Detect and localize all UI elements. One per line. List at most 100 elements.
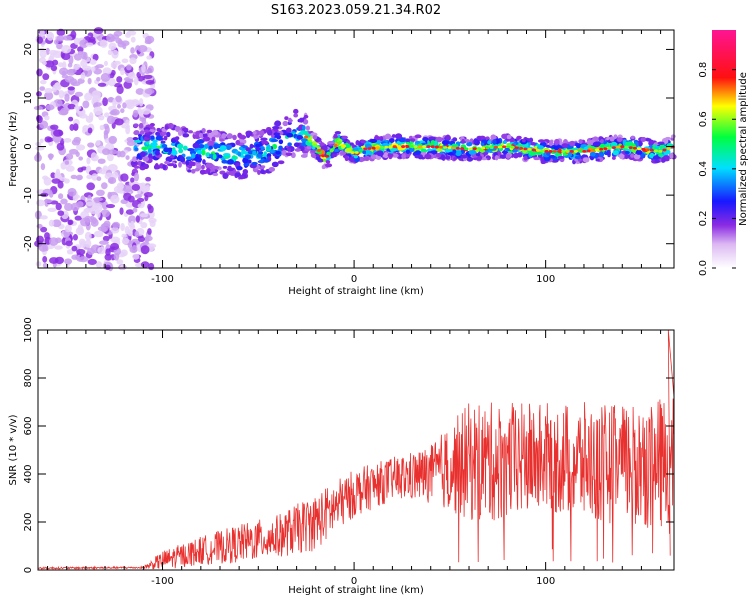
spectrogram-signal-cell <box>178 161 182 168</box>
spectrogram-noise-cell <box>120 108 125 114</box>
spectrogram-noise-cell <box>99 124 105 131</box>
spectrogram-noise-cell <box>126 64 132 71</box>
spectrogram-signal-cell <box>349 156 355 163</box>
spectrogram-noise-cell <box>106 153 114 162</box>
spectrogram-noise-cell <box>135 88 145 95</box>
spectrogram-peak-cell <box>611 146 616 150</box>
spectrogram-peak-cell <box>476 146 481 150</box>
spectrogram-noise-cell <box>49 257 59 264</box>
spectrogram-signal-cell <box>300 154 308 158</box>
spectrogram-signal-cell <box>654 145 660 149</box>
spectrogram-signal-cell <box>206 129 213 134</box>
spectrogram-noise-cell <box>125 119 130 126</box>
spectrogram-signal-cell <box>147 148 152 154</box>
spectrogram-signal-cell <box>487 140 492 145</box>
spectrogram-peak-cell <box>426 145 431 148</box>
spectrogram-signal-cell <box>182 145 188 151</box>
spectrogram-signal-cell <box>537 139 545 143</box>
spectrogram-signal-cell <box>555 152 561 157</box>
spectrogram-noise-cell <box>39 120 49 129</box>
spectrogram-noise-cell <box>70 81 81 87</box>
spectrogram-noise-cell <box>121 124 131 129</box>
spectrogram-signal-cell <box>164 125 169 130</box>
spectrogram-noise-cell <box>61 45 72 54</box>
spectrogram-peak-cell <box>430 145 435 149</box>
spectrogram-noise-cell <box>108 42 117 51</box>
spectrogram-signal-cell <box>422 137 429 142</box>
spectrogram-noise-cell <box>86 182 96 191</box>
spectrogram-noise-cell <box>139 184 147 192</box>
spectrogram-noise-cell <box>87 127 93 134</box>
spectrogram-signal-cell <box>391 134 396 138</box>
spectrogram-noise-cell <box>65 153 74 160</box>
spectrogram-signal-cell <box>263 159 270 163</box>
spectrogram-signal-cell <box>521 138 526 143</box>
spectrogram-noise-cell <box>147 203 152 210</box>
spectrogram-peak-cell <box>569 150 574 153</box>
spectrogram-peak-cell <box>628 146 633 150</box>
spectrogram-signal-cell <box>132 156 137 163</box>
spectrogram-signal-cell <box>475 153 481 157</box>
spectrogram-noise-cell <box>74 105 82 110</box>
figure-title: S163.2023.059.21.34.R02 <box>271 3 441 18</box>
spectrogram-noise-cell <box>79 241 87 248</box>
spectrogram-signal-cell <box>226 167 234 172</box>
spectrogram-noise-cell <box>96 77 101 82</box>
spectrogram-noise-cell <box>129 57 137 65</box>
spectrogram-signal-cell <box>282 120 289 127</box>
spectrogram-noise-cell <box>106 33 115 43</box>
spectrogram-signal-cell <box>661 157 666 163</box>
spectrogram-peak-cell <box>632 146 637 150</box>
spectrogram-signal-cell <box>424 153 432 160</box>
snr-ytick-label: 600 <box>23 416 34 435</box>
spectrogram-signal-cell <box>439 154 446 160</box>
spectrogram-noise-cell <box>53 39 59 45</box>
spectrogram-noise-cell <box>84 231 92 241</box>
spectrogram-noise-cell <box>72 234 78 241</box>
spectrogram-peak-cell <box>637 147 642 151</box>
spectrogram-signal-cell <box>312 140 317 146</box>
spectrogram-signal-cell <box>266 144 271 151</box>
spectrogram-noise-cell <box>38 243 48 252</box>
spectrogram-peak-cell <box>565 150 570 153</box>
spectrogram-noise-cell <box>73 53 82 61</box>
spectrogram-noise-cell <box>39 86 46 91</box>
spectrogram-signal-cell <box>202 133 208 138</box>
spectrogram-noise-cell <box>64 75 75 83</box>
spectrogram-signal-cell <box>161 144 168 148</box>
snr-ytick-label: 400 <box>23 464 34 483</box>
spectrogram-peak-cell <box>464 147 469 151</box>
spectrogram-signal-cell <box>453 156 457 161</box>
spectrogram-signal-cell <box>177 129 183 136</box>
spectrogram-signal-cell <box>179 156 186 163</box>
spectrogram-noise-cell <box>56 35 65 42</box>
spectrogram-signal-cell <box>624 154 629 160</box>
spectrogram-noise-cell <box>49 237 59 246</box>
spectrogram-signal-cell <box>132 137 139 141</box>
spectrogram-signal-cell <box>155 131 160 136</box>
spectrogram-signal-cell <box>287 142 292 147</box>
spectrogram-noise-cell <box>39 28 45 37</box>
spectrogram-peak-cell <box>392 145 397 148</box>
spectrogram-noise-cell <box>133 172 140 182</box>
spectrogram-signal-cell <box>414 134 422 139</box>
spectrogram-noise-cell <box>93 27 104 35</box>
spectrogram-signal-cell <box>501 133 508 139</box>
spectrogram-signal-cell <box>269 149 275 154</box>
spectrogram-noise-cell <box>88 112 94 121</box>
spectrogram-peak-cell <box>409 145 414 148</box>
spectrogram-peak-cell <box>396 145 401 148</box>
spectrogram-signal-cell <box>222 172 229 180</box>
spectrogram-signal-cell <box>376 150 384 157</box>
spectrogram-noise-cell <box>132 253 140 260</box>
spectrogram-noise-cell <box>87 142 95 148</box>
spectrogram-peak-cell <box>422 145 427 148</box>
spectrogram-noise-cell <box>44 115 50 121</box>
spectrogram-noise-cell <box>42 255 48 263</box>
spectrogram-signal-cell <box>240 150 248 155</box>
spectrogram-signal-cell <box>278 139 284 145</box>
spectrogram-signal-cell <box>394 133 403 140</box>
spectrogram-peak-cell <box>308 139 313 143</box>
snr-xlabel: Height of straight line (km) <box>288 585 424 596</box>
spectrogram-ytick-label: 20 <box>23 43 34 56</box>
